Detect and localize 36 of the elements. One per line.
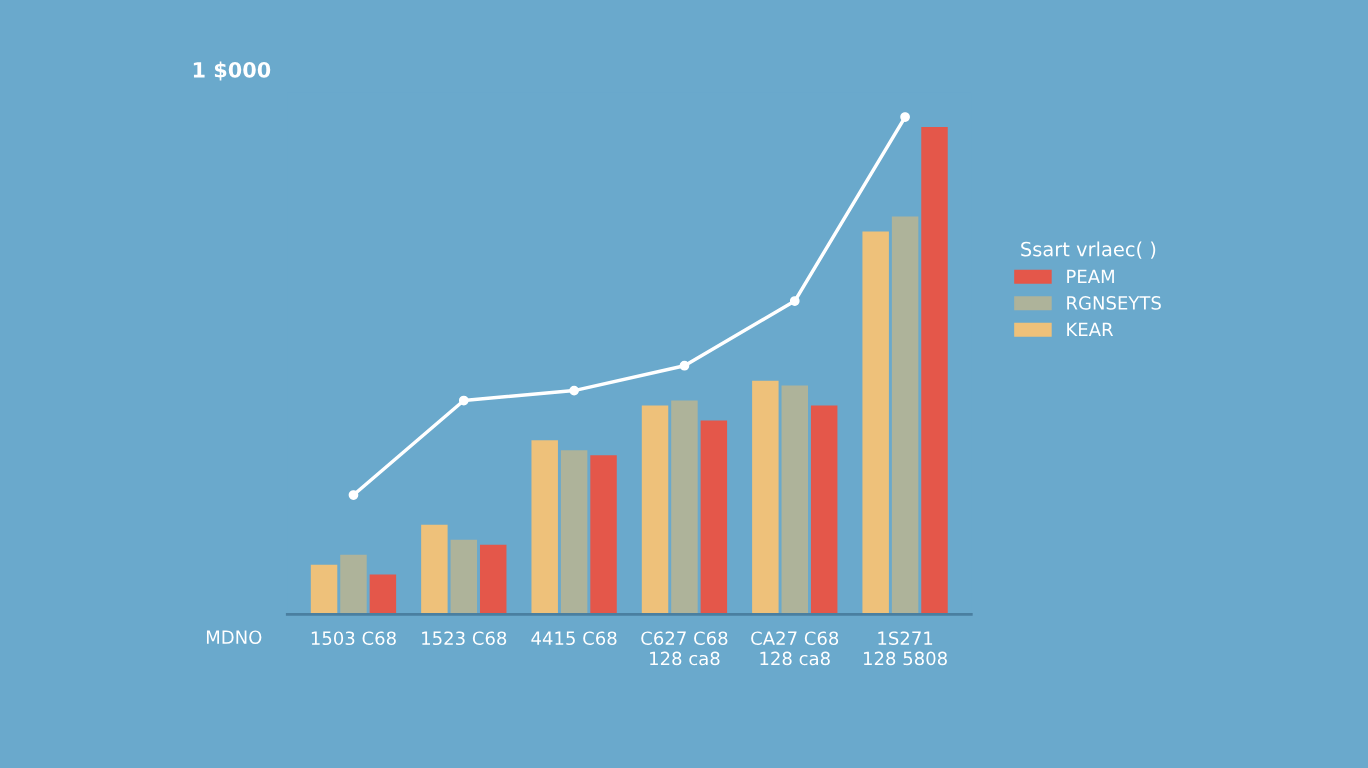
x-tick-label: C627 C68 128 ca8 <box>641 631 728 666</box>
legend-label: KEAR <box>1067 322 1114 337</box>
x-tick-label: CA27 C68 128 ca8 <box>751 631 839 666</box>
point <box>458 395 469 406</box>
x-tick-label: 1523 C68 <box>422 631 507 646</box>
bar <box>891 216 919 615</box>
point <box>348 490 359 500</box>
x-tick-label: 1S271 128 5808 <box>863 631 947 666</box>
point <box>900 112 910 122</box>
bar <box>479 544 507 615</box>
bar <box>862 231 889 615</box>
x-axis-title: MDNO <box>206 630 262 645</box>
bar <box>531 440 558 615</box>
bar <box>421 524 448 615</box>
bar <box>450 539 478 615</box>
bar <box>921 126 948 615</box>
bar <box>752 380 779 615</box>
bar <box>700 420 728 615</box>
x-tick-label: 1503 C68 <box>311 631 396 646</box>
point <box>569 385 579 396</box>
bar <box>590 455 617 615</box>
bar <box>781 385 808 615</box>
legend-label: RGNSEYTS <box>1067 296 1161 310</box>
point <box>679 360 690 371</box>
bar <box>560 450 588 615</box>
bar <box>641 405 669 615</box>
point <box>789 296 800 306</box>
bar <box>340 554 367 615</box>
text: 1 $000 <box>193 61 271 81</box>
legend-label: PEAM <box>1067 269 1114 284</box>
bar <box>671 400 698 615</box>
legend-title: Ssart vrlaec( ) <box>1021 241 1156 259</box>
bar <box>369 574 397 615</box>
bar <box>310 564 338 615</box>
bar <box>810 405 838 615</box>
x-tick-label: 4415 C68 <box>531 631 617 646</box>
